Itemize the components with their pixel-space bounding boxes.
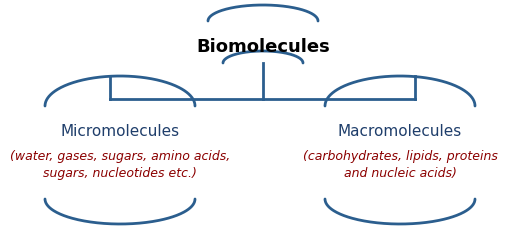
Text: Macromolecules: Macromolecules xyxy=(338,124,462,139)
Text: Micromolecules: Micromolecules xyxy=(61,124,180,139)
Text: Biomolecules: Biomolecules xyxy=(196,38,330,56)
Text: (carbohydrates, lipids, proteins
and nucleic acids): (carbohydrates, lipids, proteins and nuc… xyxy=(302,149,497,179)
Text: (water, gases, sugars, amino acids,
sugars, nucleotides etc.): (water, gases, sugars, amino acids, suga… xyxy=(10,149,230,179)
